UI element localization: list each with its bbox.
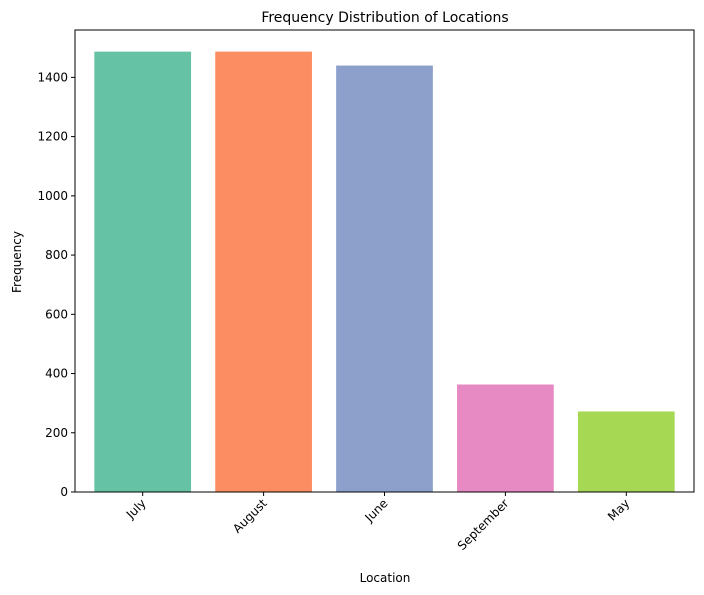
y-tick-label: 600 <box>45 307 68 321</box>
x-tick-label: August <box>230 496 270 536</box>
chart-title: Frequency Distribution of Locations <box>261 10 508 26</box>
y-tick-label: 200 <box>45 426 68 440</box>
bar-september <box>457 384 554 492</box>
plot-area <box>94 51 675 493</box>
y-axis-label: Frequency <box>10 231 24 293</box>
x-tick-label: June <box>362 496 391 525</box>
x-axis: July August June September May <box>123 492 632 553</box>
y-tick-label: 1400 <box>37 70 68 84</box>
y-tick-label: 1000 <box>37 189 68 203</box>
bar-august <box>215 51 312 492</box>
y-axis: 0 200 400 600 800 1000 1200 1400 <box>37 70 75 499</box>
x-tick-label: September <box>455 496 512 553</box>
y-tick-label: 400 <box>45 367 68 381</box>
y-tick-label: 0 <box>60 485 68 499</box>
y-tick-label: 800 <box>45 248 68 262</box>
y-tick-label: 1200 <box>37 130 68 144</box>
bar-june <box>336 65 433 493</box>
plot-frame <box>74 29 695 493</box>
x-tick-label: July <box>123 496 149 522</box>
bar-july <box>94 51 192 492</box>
bar-may <box>577 411 675 492</box>
x-axis-label: Location <box>360 571 411 585</box>
x-tick-label: May <box>605 496 632 523</box>
